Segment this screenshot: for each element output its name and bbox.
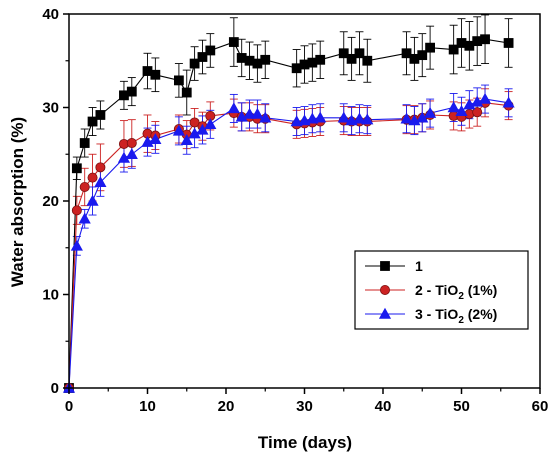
legend-entry-1: 1: [415, 258, 423, 274]
x-tick-label: 40: [375, 398, 392, 415]
data-point-1: [401, 48, 412, 59]
data-point-3: [478, 92, 492, 104]
data-point-1: [362, 55, 373, 66]
data-point-1: [480, 34, 490, 45]
data-point-1: [79, 138, 90, 148]
data-point-3: [424, 106, 437, 118]
x-tick-label: 60: [532, 398, 549, 415]
data-point-1: [95, 110, 106, 120]
data-point-3: [251, 107, 264, 119]
data-point-1: [260, 54, 271, 65]
data-point-3: [196, 123, 209, 135]
legend-marker: [379, 284, 390, 295]
x-tick-label: 20: [218, 398, 235, 415]
data-point-3: [125, 148, 138, 159]
data-point-1: [189, 58, 200, 69]
data-point-3: [447, 101, 460, 113]
data-point-2: [472, 107, 483, 118]
data-point-3: [86, 194, 99, 206]
data-point-1: [315, 54, 326, 65]
data-point-2: [95, 162, 106, 173]
y-tick-label: 30: [42, 100, 59, 117]
data-point-2: [126, 138, 137, 149]
data-point-1: [126, 86, 137, 97]
data-point-1: [71, 163, 82, 174]
y-tick-label: 10: [42, 287, 59, 304]
data-point-3: [94, 176, 107, 188]
axes: 0 10 20 30 40 50 60 0 10 20 30 40: [42, 6, 548, 415]
data-point-1: [503, 38, 514, 48]
y-axis-title: Water absorption (%): [8, 117, 27, 287]
data-point-1: [346, 53, 357, 64]
x-axis-title: Time (days): [258, 433, 352, 452]
data-point-3: [353, 112, 366, 124]
data-point-1: [150, 69, 161, 80]
data-point-3: [172, 124, 185, 136]
legend-marker: [378, 307, 392, 319]
legend-marker: [380, 261, 390, 271]
x-tick-label: 30: [296, 398, 313, 415]
data-point-1: [354, 48, 365, 59]
legend-entry-3: 3 - TiO2 (2%): [415, 306, 497, 326]
data-point-1: [338, 48, 349, 59]
data-point-1: [197, 52, 208, 62]
data-point-3: [400, 112, 413, 124]
data-point-1: [87, 116, 98, 127]
x-tick-label: 0: [65, 398, 73, 415]
data-point-1: [448, 44, 459, 55]
data-point-3: [70, 239, 83, 251]
data-point-1: [228, 37, 239, 47]
data-point-3: [259, 111, 272, 123]
y-tick-label: 20: [42, 193, 59, 210]
error-bars: [72, 14, 513, 256]
data-point-3: [204, 118, 217, 130]
data-point-3: [180, 134, 193, 145]
data-point-3: [290, 115, 303, 127]
y-tick-label: 40: [42, 6, 59, 23]
x-tick-label: 50: [453, 398, 470, 415]
data-point-3: [361, 113, 374, 125]
data-point-1: [205, 45, 216, 56]
data-point-2: [87, 172, 98, 183]
data-point-1: [173, 75, 184, 86]
data-point-1: [181, 87, 192, 98]
data-point-2: [79, 181, 90, 192]
legend-entry-2: 2 - TiO2 (1%): [415, 282, 497, 302]
y-tick-label: 0: [51, 380, 59, 397]
legend: 1 2 - TiO2 (1%) 3 - TiO2 (2%): [354, 250, 529, 330]
data-point-3: [314, 111, 327, 123]
data-point-1: [417, 50, 428, 61]
series-markers: [62, 34, 515, 393]
data-point-3: [149, 133, 162, 145]
data-point-3: [455, 105, 468, 116]
data-point-3: [502, 96, 515, 108]
data-point-1: [425, 42, 436, 53]
data-point-3: [243, 107, 256, 119]
data-point-3: [78, 212, 91, 224]
x-tick-label: 10: [139, 398, 156, 415]
data-point-3: [306, 112, 319, 124]
data-point-3: [337, 111, 350, 123]
data-point-3: [227, 102, 240, 114]
data-point-2: [71, 205, 82, 216]
